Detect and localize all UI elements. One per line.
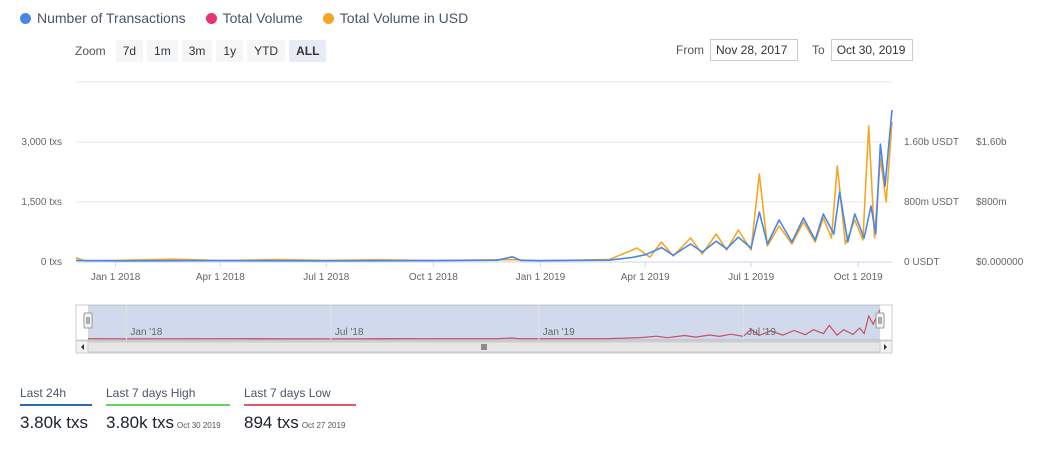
stat-7d-high: Last 7 days High 3.80k txs Oct 30 2019 — [106, 386, 230, 433]
y-tick-label: 1,500 txs — [21, 197, 62, 208]
y-right-tick-label: 800m USDT — [904, 197, 959, 208]
series-line-transactions — [75, 109, 893, 262]
x-tick-label: Jan 1 2019 — [516, 272, 566, 283]
y-tick-label: 3,000 txs — [21, 137, 62, 148]
navigator-left-handle[interactable] — [83, 312, 93, 329]
legend-dot-icon — [322, 12, 334, 24]
navigator-mask — [88, 305, 880, 340]
stat-value-text: 3.80k txs — [106, 413, 175, 432]
y-tick-label: 0 txs — [41, 257, 62, 268]
from-date-input[interactable] — [710, 39, 798, 61]
from-label: From — [676, 43, 704, 57]
navigator-series — [87, 309, 881, 340]
navigator-tick-label: Jan '18 — [130, 327, 162, 338]
navigator-frame — [75, 304, 893, 341]
y-right-tick-label: 1.60b USDT — [904, 137, 959, 148]
navigator-tick-label: Jul '18 — [335, 327, 364, 338]
scroll-left-icon — [81, 344, 84, 350]
x-tick-label: Oct 1 2018 — [409, 272, 458, 283]
x-tick-label: Jan 1 2018 — [91, 272, 141, 283]
zoom-3m-button[interactable]: 3m — [181, 40, 213, 62]
legend-dot-icon — [205, 12, 217, 24]
y-right-tick-label: $0.000000 — [976, 257, 1024, 268]
stat-7d-low: Last 7 days Low 894 txs Oct 27 2019 — [244, 386, 356, 433]
stat-date: Oct 27 2019 — [301, 421, 346, 430]
legend-item-transactions[interactable]: Number of Transactions — [20, 10, 186, 26]
zoom-controls: Zoom 7d 1m 3m 1y YTD ALL — [75, 40, 327, 62]
x-tick-label: Apr 1 2018 — [196, 272, 245, 283]
x-tick-label: Oct 1 2019 — [834, 272, 883, 283]
legend-label: Total Volume in USD — [339, 10, 469, 26]
stat-label: Last 7 days Low — [244, 386, 356, 406]
zoom-all-button[interactable]: ALL — [289, 40, 327, 62]
navigator-right-handle[interactable] — [875, 312, 885, 329]
y-right-tick-label: $800m — [976, 197, 1007, 208]
chart-legend: Number of Transactions Total Volume Tota… — [20, 10, 468, 26]
legend-label: Total Volume — [222, 10, 303, 26]
navigator-tick-label: Jul '19 — [747, 327, 776, 338]
chart-grid — [76, 81, 892, 263]
x-tick-label: Apr 1 2019 — [621, 272, 670, 283]
zoom-1y-button[interactable]: 1y — [216, 40, 244, 62]
stat-value: 894 txs Oct 27 2019 — [244, 413, 356, 433]
legend-item-volume-usd[interactable]: Total Volume in USD — [322, 10, 469, 26]
to-label: To — [812, 43, 825, 57]
zoom-label: Zoom — [75, 44, 106, 58]
stat-value: 3.80k txs — [20, 413, 92, 433]
stat-label: Last 24h — [20, 386, 92, 406]
y-right-tick-label: 0 USDT — [904, 257, 940, 268]
stat-value: 3.80k txs Oct 30 2019 — [106, 413, 230, 433]
stat-value-text: 3.80k txs — [20, 413, 89, 432]
zoom-ytd-button[interactable]: YTD — [247, 40, 286, 62]
x-tick-label: Jul 1 2018 — [303, 272, 350, 283]
y-axis-left: 3,000 txs 1,500 txs 0 txs — [21, 137, 62, 268]
stat-value-text: 894 txs — [244, 413, 299, 432]
stats-panel: Last 24h 3.80k txs Last 7 days High 3.80… — [20, 386, 356, 433]
scroll-right-icon — [884, 344, 887, 350]
transactions-chart: 3,000 txs 1,500 txs 0 txs 1.60b USDT 800m U… — [21, 81, 1024, 354]
series-lines — [75, 109, 893, 262]
stat-date: Oct 30 2019 — [177, 421, 221, 430]
stat-label: Last 7 days High — [106, 386, 230, 406]
zoom-7d-button[interactable]: 7d — [115, 40, 144, 62]
y-axis-right-usdt: 1.60b USDT 800m USDT 0 USDT — [904, 137, 959, 268]
to-date-input[interactable] — [830, 39, 913, 61]
date-range-selector: From To — [676, 39, 913, 61]
x-axis: Jan 1 2018 Apr 1 2018 Jul 1 2018 Oct 1 2018… — [91, 262, 883, 283]
legend-dot-icon — [20, 12, 31, 24]
navigator-tick-label: Jan '19 — [543, 327, 575, 338]
legend-item-total-volume[interactable]: Total Volume — [205, 10, 303, 26]
zoom-1m-button[interactable]: 1m — [147, 40, 178, 62]
navigator[interactable]: Jan '18 Jul '18 Jan '19 Jul '19 — [75, 304, 893, 354]
y-axis-right-usd: $1.60b $800m $0.000000 — [976, 137, 1024, 268]
legend-label: Number of Transactions — [37, 10, 186, 26]
x-tick-label: Jul 1 2019 — [728, 272, 775, 283]
y-right-tick-label: $1.60b — [976, 137, 1007, 148]
stat-last-24h: Last 24h 3.80k txs — [20, 386, 92, 433]
